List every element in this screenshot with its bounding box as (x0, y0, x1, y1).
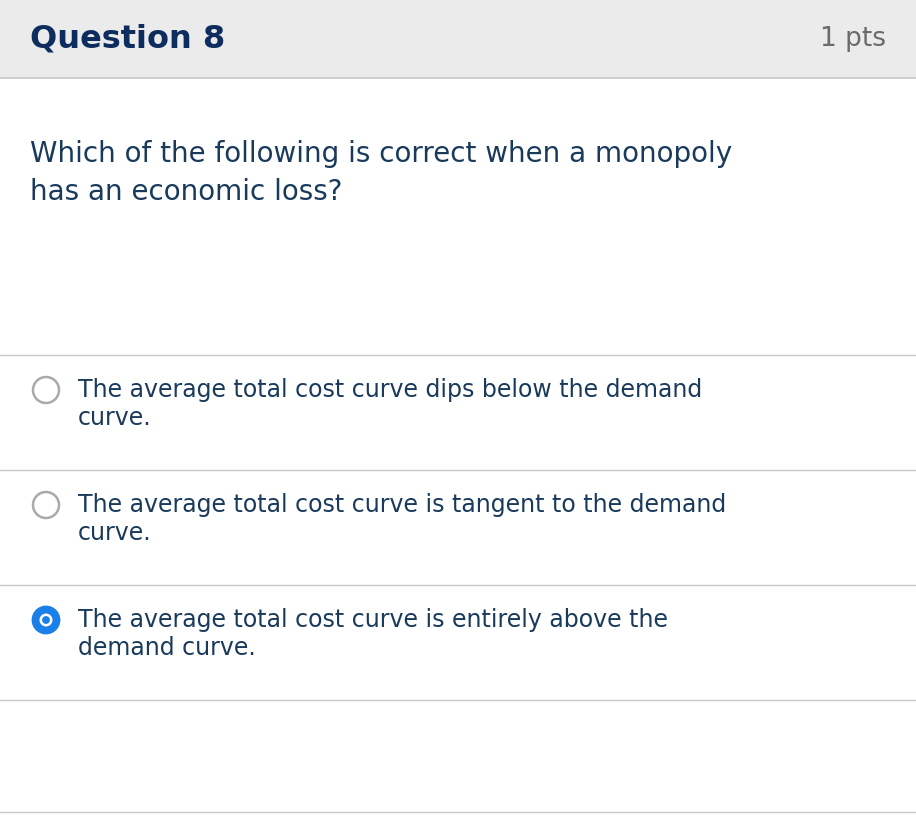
Text: curve.: curve. (78, 521, 152, 545)
Text: The average total cost curve is entirely above the: The average total cost curve is entirely… (78, 608, 668, 632)
Circle shape (42, 616, 49, 624)
Text: has an economic loss?: has an economic loss? (30, 178, 343, 206)
Text: Which of the following is correct when a monopoly: Which of the following is correct when a… (30, 140, 732, 168)
Text: demand curve.: demand curve. (78, 636, 256, 660)
Circle shape (33, 607, 59, 633)
Text: The average total cost curve dips below the demand: The average total cost curve dips below … (78, 378, 703, 402)
Circle shape (33, 377, 59, 403)
Text: The average total cost curve is tangent to the demand: The average total cost curve is tangent … (78, 493, 726, 517)
Bar (0, 0, 916, 78)
Text: Question 8: Question 8 (30, 23, 225, 54)
Circle shape (33, 492, 59, 518)
Circle shape (39, 614, 52, 626)
Text: curve.: curve. (78, 406, 152, 430)
Text: 1 pts: 1 pts (820, 26, 886, 52)
